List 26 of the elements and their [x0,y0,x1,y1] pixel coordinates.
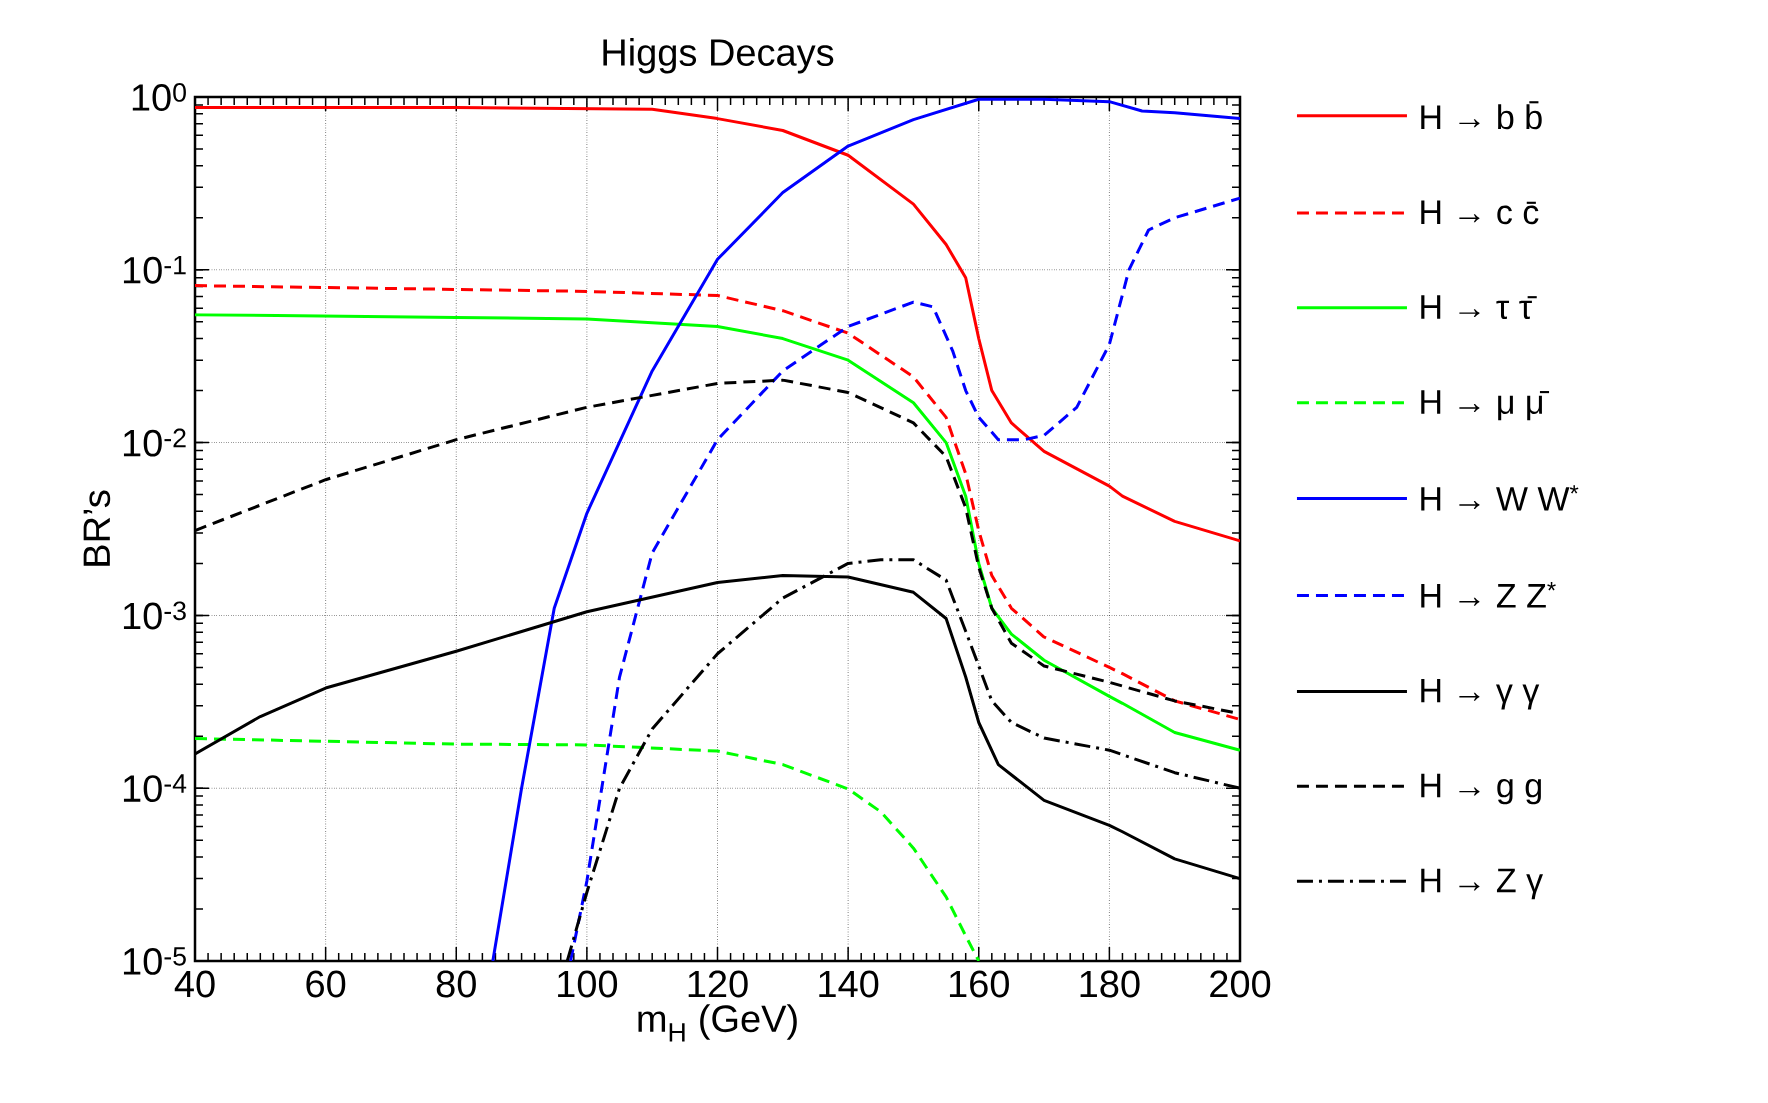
x-tick-label: 160 [949,970,1009,998]
legend-label: H → g g [1421,773,1541,805]
y-tick-label: 10$^{-2}$ [123,428,186,457]
x-tick-label: 100 [558,970,618,998]
legend-label: H → b b̄ [1421,101,1542,130]
legend-label: H → τ τ̄ [1421,295,1537,320]
x-tick-label: 60 [306,970,346,998]
legend-label: H → Z Z$^{*}$ [1421,582,1556,608]
x-tick-label: 80 [436,970,476,998]
legend-label: H → Z γ [1421,868,1543,900]
x-tick-label: 40 [174,970,215,998]
y-tick-label: 10$^{0}$ [132,83,186,111]
chart-title: Higgs Decays [603,38,834,74]
legend-label: H → c c̄ [1421,200,1539,225]
legend-label: H → W W$^{*}$ [1421,485,1579,511]
x-tick-label: 200 [1210,970,1271,998]
y-tick-label: 10$^{-4}$ [123,774,187,803]
x-tick-label: 140 [819,970,879,998]
x-tick-label: 120 [688,970,748,998]
y-axis-title: BR’s [83,490,111,566]
legend-label: H → μ μ̄ [1421,390,1550,421]
y-tick-label: 10$^{-3}$ [123,601,186,630]
y-tick-label: 10$^{-1}$ [123,255,186,284]
x-tick-label: 180 [1080,970,1140,998]
legend-label: H → γ γ [1421,678,1540,710]
x-axis-title: m$_{H}$ (GeV) [638,1004,797,1042]
